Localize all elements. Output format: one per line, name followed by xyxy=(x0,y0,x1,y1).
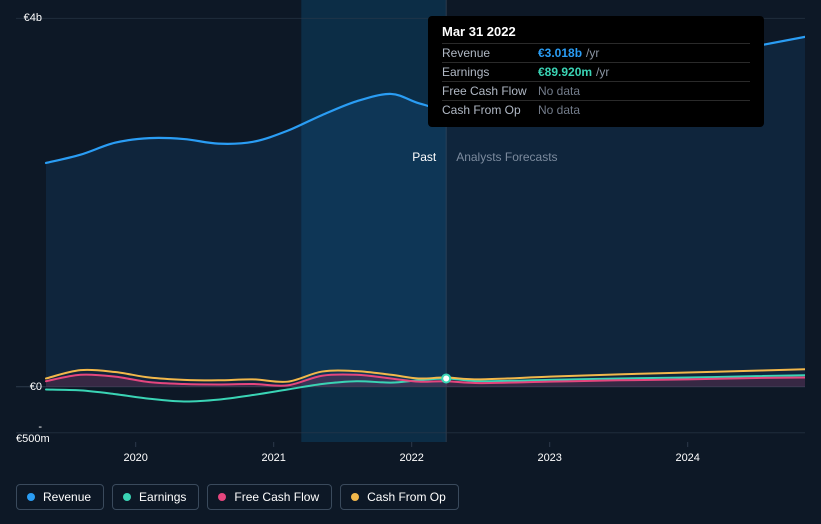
tooltip-row-label: Earnings xyxy=(442,65,538,79)
tooltip-row: Cash From OpNo data xyxy=(442,100,750,119)
legend-item-label: Free Cash Flow xyxy=(234,490,319,504)
forecast-label: Analysts Forecasts xyxy=(456,150,557,164)
tooltip-row-label: Cash From Op xyxy=(442,103,538,117)
x-axis-label: 2021 xyxy=(261,452,285,464)
y-axis-label: €0 xyxy=(16,381,46,393)
tooltip-title: Mar 31 2022 xyxy=(442,24,750,43)
tooltip-row: Revenue€3.018b/yr xyxy=(442,43,750,62)
legend-item-fcf[interactable]: Free Cash Flow xyxy=(207,484,332,510)
tooltip-row-value: €89.920m xyxy=(538,65,592,79)
y-axis-label: €4b xyxy=(16,12,46,24)
chart-tooltip: Mar 31 2022 Revenue€3.018b/yrEarnings€89… xyxy=(428,16,764,127)
legend-item-cfo[interactable]: Cash From Op xyxy=(340,484,459,510)
x-axis-label: 2023 xyxy=(537,452,561,464)
legend: Revenue Earnings Free Cash Flow Cash From O… xyxy=(16,484,459,510)
y-axis-label: -€500m xyxy=(16,421,46,445)
legend-item-earnings[interactable]: Earnings xyxy=(112,484,199,510)
x-axis-label: 2024 xyxy=(675,452,699,464)
x-axis-label: 2020 xyxy=(123,452,147,464)
legend-dot-icon xyxy=(218,493,226,501)
tooltip-row-label: Revenue xyxy=(442,46,538,60)
legend-dot-icon xyxy=(123,493,131,501)
legend-dot-icon xyxy=(27,493,35,501)
legend-item-label: Cash From Op xyxy=(367,490,446,504)
tooltip-row-nodata: No data xyxy=(538,103,580,117)
legend-item-label: Earnings xyxy=(139,490,186,504)
tooltip-row-unit: /yr xyxy=(582,46,599,60)
tooltip-row: Earnings€89.920m/yr xyxy=(442,62,750,81)
tooltip-row-value: €3.018b xyxy=(538,46,582,60)
tooltip-row-label: Free Cash Flow xyxy=(442,84,538,98)
x-axis-label: 2022 xyxy=(399,452,423,464)
legend-item-revenue[interactable]: Revenue xyxy=(16,484,104,510)
legend-item-label: Revenue xyxy=(43,490,91,504)
tooltip-row: Free Cash FlowNo data xyxy=(442,81,750,100)
legend-dot-icon xyxy=(351,493,359,501)
tooltip-row-nodata: No data xyxy=(538,84,580,98)
tooltip-row-unit: /yr xyxy=(592,65,609,79)
past-label: Past xyxy=(412,150,436,164)
